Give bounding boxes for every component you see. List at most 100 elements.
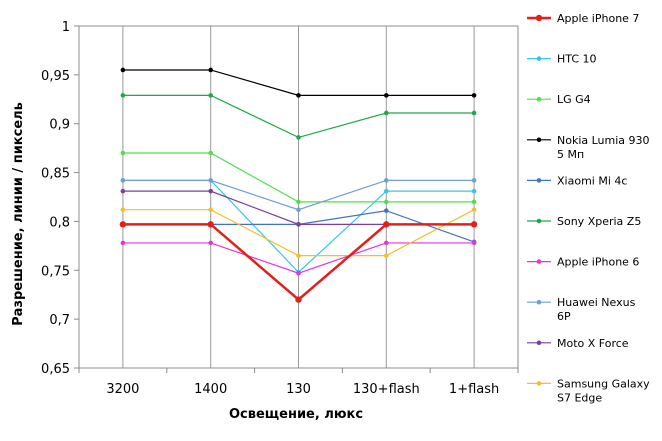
series-samsung-galaxy-s7-edge <box>120 207 477 258</box>
legend-swatch-marker <box>536 96 542 102</box>
x-tick-label: 1+flash <box>449 382 499 397</box>
legend-swatch-marker <box>536 56 542 61</box>
series-point <box>296 222 301 227</box>
y-tick-label: 0,75 <box>41 264 70 279</box>
y-tick-label: 0,85 <box>41 167 70 182</box>
legend-swatch-marker <box>535 14 543 22</box>
series-point <box>296 270 301 276</box>
y-tick-label: 0,95 <box>41 69 70 84</box>
series-point <box>384 188 389 194</box>
legend-label: Huawei Nexus <box>557 296 636 309</box>
series-point <box>384 208 389 213</box>
plot-area-border <box>78 25 519 369</box>
y-tick-label: 1 <box>62 20 70 35</box>
legend-entry: Sony Xperia Z5 <box>527 215 641 228</box>
legend-label: Apple iPhone 6 <box>557 256 639 269</box>
legend-entry: HTC 10 <box>527 53 597 66</box>
y-tick-label: 0,8 <box>49 215 70 230</box>
series-point <box>296 199 301 205</box>
series-point <box>208 93 213 98</box>
legend-label: Nokia Lumia 930 <box>557 134 650 147</box>
legend-label: S7 Edge <box>557 391 602 404</box>
legend-swatch-marker <box>536 137 542 143</box>
legend-entry: Apple iPhone 6 <box>527 256 639 269</box>
series-point <box>471 93 477 98</box>
legend-label: Apple iPhone 7 <box>557 12 639 25</box>
series-point <box>471 188 477 194</box>
series-point <box>470 221 478 228</box>
legend-swatch-marker <box>536 259 542 264</box>
series-point <box>471 240 477 246</box>
x-tick-label: 130+flash <box>353 382 420 397</box>
series-apple-iphone-7 <box>119 221 478 303</box>
series-nokia-lumia-930-5-мп <box>120 67 477 98</box>
series-point <box>208 240 213 246</box>
y-tick-label: 0,9 <box>49 118 70 133</box>
y-tick-label: 0,7 <box>49 313 70 328</box>
legend-swatch-marker <box>536 381 542 386</box>
series-lg-g4 <box>120 150 477 205</box>
series-point <box>471 110 477 116</box>
y-axis-title: Разрешение, линии / пиксель <box>11 102 26 326</box>
legend-entry: Moto X Force <box>527 337 629 350</box>
legend-swatch-marker <box>536 218 542 224</box>
series-sony-xperia-z5 <box>120 93 477 140</box>
series-point <box>384 240 389 246</box>
series-point <box>208 67 213 73</box>
series-point <box>471 199 477 205</box>
series-point <box>296 253 301 258</box>
series-huawei-nexus-6p <box>120 178 477 213</box>
legend-entry: Apple iPhone 7 <box>527 12 639 25</box>
series-point <box>120 207 126 213</box>
x-tick-label: 130 <box>286 382 311 397</box>
series-point <box>384 178 389 183</box>
y-tick-label: 0,65 <box>41 362 70 377</box>
axes: 0,65 0,7 0,75 0,8 0,85 0,9 0,95 1 3200 1400 130 130… <box>41 20 519 397</box>
legend-label: Sony Xperia Z5 <box>557 215 641 228</box>
legend-label: LG G4 <box>557 93 591 106</box>
x-axis-title: Освещение, люкс <box>229 407 363 422</box>
legend-swatch-marker <box>536 340 542 346</box>
series-point <box>296 207 301 213</box>
legend-swatch-marker <box>536 178 542 183</box>
series-point <box>120 93 126 98</box>
series-point <box>295 296 302 303</box>
legend-entry: LG G4 <box>527 93 591 106</box>
series-point <box>208 207 213 213</box>
series-point <box>471 178 477 183</box>
legend-swatch-marker <box>536 299 542 305</box>
series-point <box>208 188 213 194</box>
series-point <box>471 207 477 213</box>
legend-label: HTC 10 <box>557 53 597 66</box>
x-tick-label: 1400 <box>194 382 227 397</box>
legend-label: 6P <box>557 310 571 323</box>
legend-label: Samsung Galaxy <box>557 377 650 390</box>
series-point <box>120 150 126 156</box>
legend-label: Xiaomi Mi 4c <box>557 174 627 187</box>
series-point <box>207 221 214 228</box>
series-point <box>120 188 126 194</box>
series-lines <box>119 67 478 303</box>
series-point <box>208 178 213 183</box>
legend-entry: Xiaomi Mi 4c <box>527 174 627 187</box>
x-tick-label: 3200 <box>106 382 139 397</box>
legend-label: Moto X Force <box>557 337 629 350</box>
series-point <box>296 135 301 140</box>
series-point <box>384 199 389 205</box>
grid <box>122 26 475 368</box>
series-point <box>384 93 389 98</box>
series-point <box>296 93 301 98</box>
legend: Apple iPhone 7 HTC 10 LG G4 Nokia Lumia 930… <box>527 12 650 404</box>
series-point <box>120 178 126 183</box>
series-point <box>384 253 389 258</box>
series-apple-iphone-6 <box>120 240 477 276</box>
series-point <box>208 150 213 156</box>
legend-label: 5 Мп <box>557 148 584 161</box>
series-point <box>384 110 389 116</box>
series-point <box>383 221 390 228</box>
